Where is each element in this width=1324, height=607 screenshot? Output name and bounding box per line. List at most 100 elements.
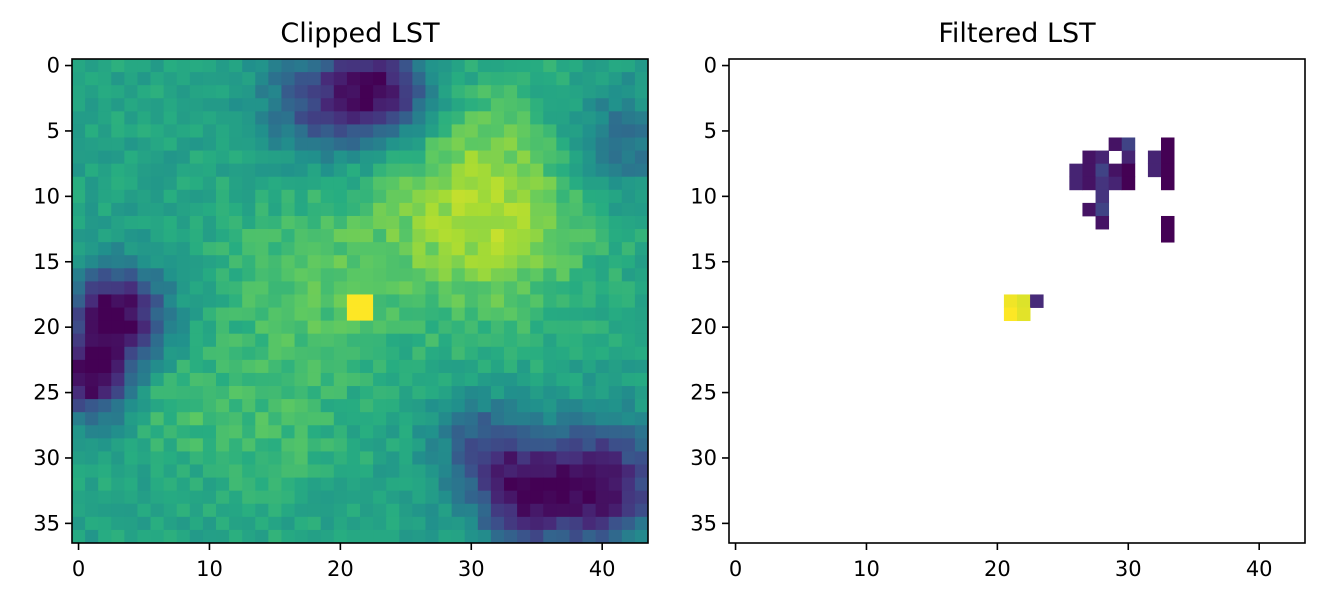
heatmap-cell	[595, 333, 610, 348]
heatmap-cell	[399, 438, 413, 452]
heatmap-cell	[176, 307, 191, 322]
heatmap-cell	[438, 451, 453, 465]
heatmap-cell	[307, 529, 322, 544]
heatmap-cell	[346, 425, 361, 439]
heatmap-cell	[569, 438, 583, 452]
heatmap-cell	[72, 490, 86, 505]
heatmap-cell	[582, 333, 597, 348]
heatmap-cell	[189, 412, 204, 426]
heatmap-cell	[150, 268, 165, 282]
heatmap-cell	[281, 202, 295, 217]
heatmap-cell	[333, 294, 348, 308]
heatmap-cell	[451, 137, 466, 151]
heatmap-cell	[137, 189, 151, 204]
heatmap-cell	[163, 255, 178, 269]
heatmap-cell	[255, 386, 269, 400]
heatmap-cell	[320, 281, 335, 295]
heatmap-cell	[530, 215, 544, 230]
heatmap-cell	[72, 412, 86, 426]
heatmap-cell	[124, 215, 138, 230]
heatmap-cell	[464, 176, 479, 191]
heatmap-cell	[268, 333, 282, 348]
heatmap-cell	[294, 124, 309, 138]
heatmap-cell	[569, 85, 583, 99]
heatmap-cell	[556, 307, 570, 322]
heatmap-cell	[556, 268, 570, 282]
heatmap-cell	[189, 215, 204, 230]
heatmap-cell	[189, 529, 204, 544]
heatmap-cell	[412, 111, 426, 125]
heatmap-cell	[386, 464, 400, 478]
heatmap-cell	[216, 229, 230, 243]
heatmap-cell	[490, 529, 505, 544]
heatmap-cell	[608, 412, 623, 426]
heatmap-cell	[582, 490, 597, 505]
heatmap-cell	[595, 346, 610, 361]
y-tick-label: 5	[47, 119, 60, 143]
heatmap-cell	[412, 516, 426, 531]
heatmap-cell	[595, 98, 610, 112]
heatmap-cell	[490, 386, 505, 400]
heatmap-cell	[360, 150, 374, 165]
x-tick-label: 10	[853, 557, 880, 581]
heatmap-cell	[621, 451, 636, 465]
heatmap-cell	[176, 333, 191, 348]
heatmap-cell	[124, 59, 138, 73]
heatmap-cell	[517, 477, 531, 492]
heatmap-cell	[216, 425, 230, 439]
heatmap-cell	[360, 490, 374, 505]
heatmap-cell	[137, 215, 151, 230]
heatmap-cell	[386, 72, 400, 86]
heatmap-cell	[582, 307, 597, 322]
heatmap-cell	[360, 529, 374, 544]
heatmap-cell	[216, 359, 230, 374]
heatmap-cell	[621, 529, 636, 544]
y-tick-label: 30	[33, 446, 60, 470]
heatmap-cell	[255, 111, 269, 125]
heatmap-cell	[386, 137, 400, 151]
heatmap-cell	[425, 516, 439, 531]
filtered-lst-axes-frame	[728, 58, 1306, 544]
heatmap-cell	[137, 242, 151, 256]
heatmap-cell	[517, 333, 531, 348]
heatmap-cell	[229, 202, 243, 217]
heatmap-cell	[464, 412, 479, 426]
heatmap-cell	[490, 503, 505, 518]
heatmap-cell	[124, 399, 138, 413]
heatmap-cell	[150, 503, 165, 518]
heatmap-cell	[412, 412, 426, 426]
heatmap-cell	[438, 111, 453, 125]
heatmap-cell	[320, 516, 335, 531]
heatmap-cell	[229, 111, 243, 125]
heatmap-cell	[1147, 163, 1162, 178]
heatmap-cell	[255, 320, 269, 335]
heatmap-cell	[608, 294, 623, 308]
heatmap-cell	[530, 189, 544, 204]
heatmap-cell	[346, 359, 361, 374]
heatmap-cell	[543, 72, 557, 86]
heatmap-cell	[189, 111, 204, 125]
heatmap-cell	[504, 163, 518, 178]
heatmap-cell	[1121, 150, 1136, 165]
heatmap-cell	[202, 412, 217, 426]
heatmap-cell	[150, 111, 165, 125]
heatmap-cell	[543, 176, 557, 191]
heatmap-cell	[517, 59, 531, 73]
heatmap-cell	[634, 438, 649, 452]
heatmap-cell	[189, 137, 204, 151]
heatmap-cell	[346, 346, 361, 361]
heatmap-cell	[595, 425, 610, 439]
heatmap-cell	[582, 255, 597, 269]
heatmap-cell	[438, 399, 453, 413]
heatmap-cell	[346, 202, 361, 217]
heatmap-cell	[595, 124, 610, 138]
heatmap-cell	[163, 242, 178, 256]
heatmap-cell	[176, 464, 191, 478]
heatmap-cell	[373, 412, 387, 426]
heatmap-cell	[543, 503, 557, 518]
heatmap-cell	[242, 359, 256, 374]
heatmap-cell	[504, 399, 518, 413]
heatmap-cell	[137, 72, 151, 86]
heatmap-cell	[399, 503, 413, 518]
heatmap-cell	[504, 516, 518, 531]
